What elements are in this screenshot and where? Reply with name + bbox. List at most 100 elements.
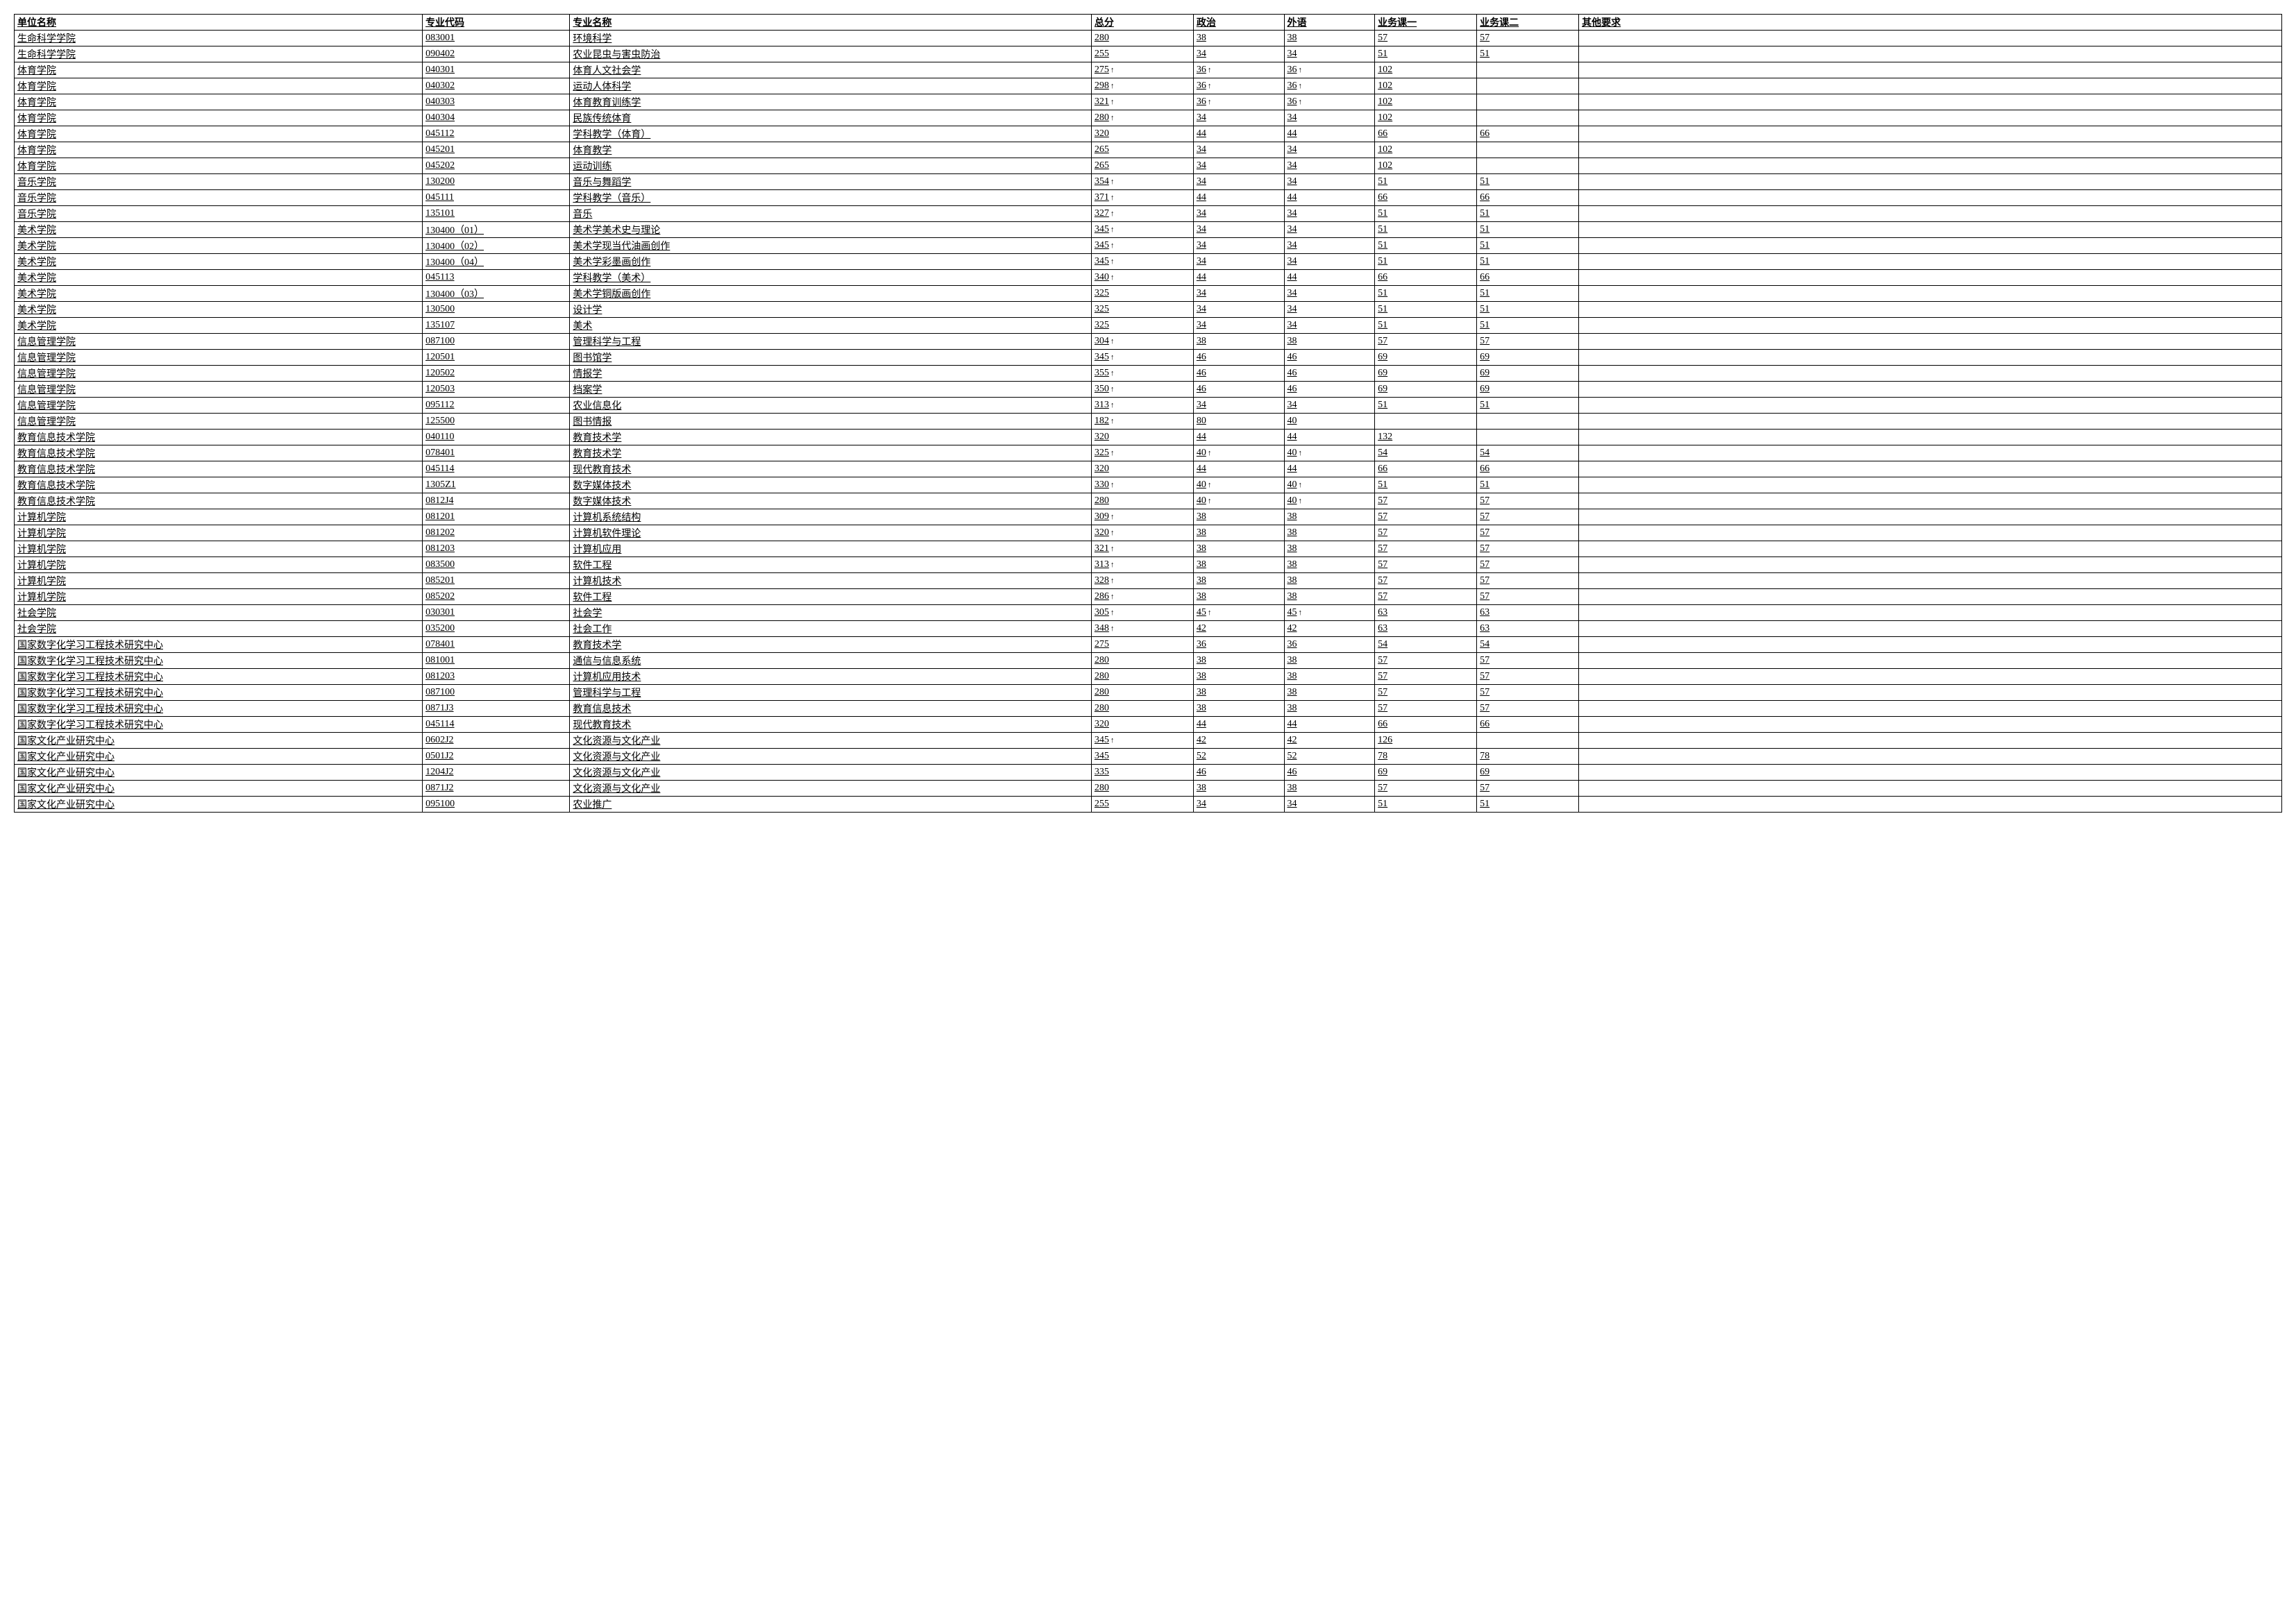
- up-arrow-icon: ↑: [1111, 369, 1115, 377]
- cell-politics: 46: [1193, 765, 1284, 781]
- cell-other: [1579, 382, 2282, 398]
- cell-politics: 40↑: [1193, 445, 1284, 461]
- cell-biz1: 57: [1375, 701, 1477, 717]
- cell-biz1: 57: [1375, 525, 1477, 541]
- up-arrow-icon: ↑: [1299, 98, 1303, 106]
- cell-total: 321↑: [1091, 541, 1193, 557]
- cell-foreign: 36: [1284, 637, 1375, 653]
- cell-foreign: 34: [1284, 46, 1375, 62]
- up-arrow-icon: ↑: [1299, 497, 1303, 505]
- cell-unit: 体育学院: [15, 126, 423, 142]
- cell-name: 美术: [570, 318, 1091, 334]
- cell-unit: 信息管理学院: [15, 414, 423, 430]
- cell-total: 348↑: [1091, 621, 1193, 637]
- cell-foreign: 38: [1284, 685, 1375, 701]
- score-table: 单位名称 专业代码 专业名称 总分 政治 外语 业务课一 业务课二 其他要求 生…: [14, 14, 2282, 813]
- cell-name: 美术学美术史与理论: [570, 222, 1091, 238]
- cell-other: [1579, 509, 2282, 525]
- cell-code: 035200: [423, 621, 570, 637]
- cell-foreign: 34: [1284, 398, 1375, 414]
- header-unit: 单位名称: [15, 15, 423, 31]
- cell-total: 355↑: [1091, 366, 1193, 382]
- up-arrow-icon: ↑: [1111, 513, 1115, 521]
- cell-other: [1579, 445, 2282, 461]
- cell-unit: 体育学院: [15, 94, 423, 110]
- table-row: 音乐学院135101音乐327↑34345151: [15, 206, 2282, 222]
- cell-foreign: 38: [1284, 541, 1375, 557]
- cell-other: [1579, 334, 2282, 350]
- cell-biz2: 57: [1477, 589, 1579, 605]
- cell-unit: 教育信息技术学院: [15, 445, 423, 461]
- cell-biz2: 66: [1477, 190, 1579, 206]
- table-row: 音乐学院045111学科教学（音乐）371↑44446666: [15, 190, 2282, 206]
- cell-politics: 34: [1193, 238, 1284, 254]
- cell-code: 130400（02）: [423, 238, 570, 254]
- cell-total: 350↑: [1091, 382, 1193, 398]
- cell-unit: 体育学院: [15, 62, 423, 78]
- up-arrow-icon: ↑: [1111, 529, 1115, 537]
- cell-name: 美术学铜版画创作: [570, 286, 1091, 302]
- cell-code: 078401: [423, 637, 570, 653]
- cell-name: 体育教学: [570, 142, 1091, 158]
- table-row: 信息管理学院120503档案学350↑46466969: [15, 382, 2282, 398]
- cell-other: [1579, 701, 2282, 717]
- cell-foreign: 38: [1284, 653, 1375, 669]
- cell-foreign: 52: [1284, 749, 1375, 765]
- cell-code: 087100: [423, 334, 570, 350]
- cell-name: 农业推广: [570, 797, 1091, 813]
- cell-foreign: 38: [1284, 334, 1375, 350]
- cell-unit: 信息管理学院: [15, 350, 423, 366]
- cell-biz2: 69: [1477, 366, 1579, 382]
- cell-name: 软件工程: [570, 589, 1091, 605]
- cell-other: [1579, 717, 2282, 733]
- up-arrow-icon: ↑: [1111, 401, 1115, 409]
- cell-code: 081203: [423, 541, 570, 557]
- cell-name: 社会学: [570, 605, 1091, 621]
- cell-biz1: 57: [1375, 31, 1477, 46]
- cell-total: 255: [1091, 797, 1193, 813]
- cell-politics: 42: [1193, 621, 1284, 637]
- cell-politics: 36↑: [1193, 62, 1284, 78]
- cell-code: 130400（01）: [423, 222, 570, 238]
- cell-foreign: 44: [1284, 126, 1375, 142]
- cell-foreign: 38: [1284, 31, 1375, 46]
- cell-foreign: 40: [1284, 414, 1375, 430]
- cell-total: 182↑: [1091, 414, 1193, 430]
- cell-politics: 38: [1193, 557, 1284, 573]
- cell-other: [1579, 238, 2282, 254]
- cell-other: [1579, 398, 2282, 414]
- cell-other: [1579, 685, 2282, 701]
- cell-biz1: 51: [1375, 206, 1477, 222]
- table-row: 国家数字化学习工程技术研究中心0871J3教育信息技术28038385757: [15, 701, 2282, 717]
- cell-other: [1579, 461, 2282, 477]
- cell-name: 学科教学（体育）: [570, 126, 1091, 142]
- table-row: 生命科学学院090402农业昆虫与害虫防治25534345151: [15, 46, 2282, 62]
- cell-total: 325: [1091, 318, 1193, 334]
- cell-total: 265: [1091, 158, 1193, 174]
- cell-biz1: 51: [1375, 477, 1477, 493]
- cell-other: [1579, 541, 2282, 557]
- cell-politics: 34: [1193, 158, 1284, 174]
- header-name: 专业名称: [570, 15, 1091, 31]
- cell-biz2: 51: [1477, 206, 1579, 222]
- table-row: 信息管理学院120502情报学355↑46466969: [15, 366, 2282, 382]
- cell-other: [1579, 222, 2282, 238]
- cell-biz2: [1477, 62, 1579, 78]
- cell-foreign: 38: [1284, 573, 1375, 589]
- cell-code: 045112: [423, 126, 570, 142]
- cell-biz1: 102: [1375, 110, 1477, 126]
- cell-politics: 36↑: [1193, 94, 1284, 110]
- cell-code: 085201: [423, 573, 570, 589]
- cell-biz1: 57: [1375, 509, 1477, 525]
- cell-foreign: 34: [1284, 254, 1375, 270]
- cell-politics: 52: [1193, 749, 1284, 765]
- cell-biz2: [1477, 414, 1579, 430]
- cell-unit: 国家数字化学习工程技术研究中心: [15, 701, 423, 717]
- cell-name: 现代教育技术: [570, 461, 1091, 477]
- cell-name: 教育信息技术: [570, 701, 1091, 717]
- cell-total: 330↑: [1091, 477, 1193, 493]
- cell-politics: 44: [1193, 717, 1284, 733]
- up-arrow-icon: ↑: [1208, 449, 1212, 457]
- cell-total: 280: [1091, 653, 1193, 669]
- cell-other: [1579, 765, 2282, 781]
